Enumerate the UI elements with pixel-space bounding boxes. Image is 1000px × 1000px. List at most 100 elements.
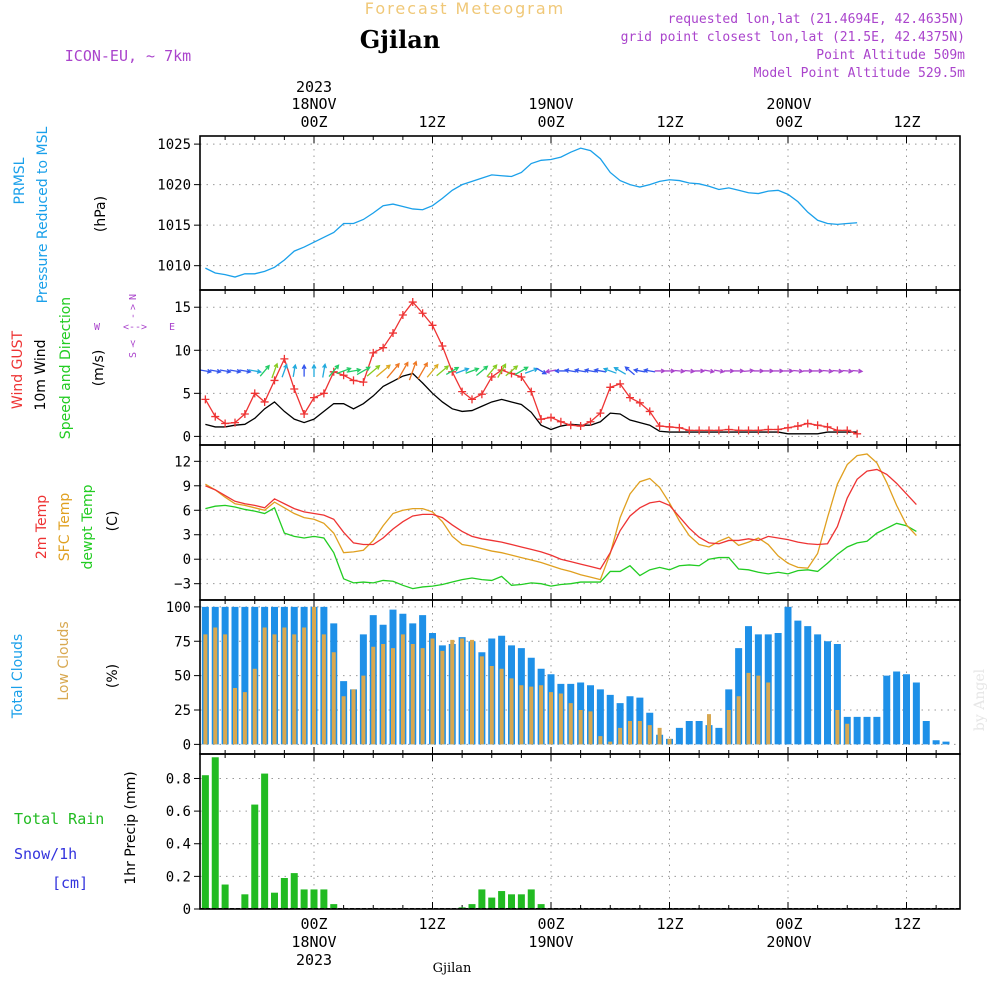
wind-direction-arrow [783, 368, 795, 374]
rain-bar [241, 894, 249, 909]
top-tick-12z-18: 12Z [418, 113, 445, 131]
wind-direction-arrow [486, 364, 498, 378]
wind-gust-marker [339, 371, 348, 380]
wind-direction-arrow [292, 363, 298, 377]
wind-direction-arrow [694, 368, 706, 374]
wind-gust-marker [349, 376, 358, 385]
wind-gust-marker [477, 390, 486, 399]
wind-direction-arrow [613, 367, 627, 375]
precipitation-frame [199, 753, 961, 910]
wind-gust-marker [635, 398, 644, 407]
wind-gust-marker [724, 425, 733, 434]
rain-bar [271, 892, 278, 909]
wind-direction-arrow [704, 368, 716, 374]
wind-speed-line [205, 372, 858, 435]
rain-bar [261, 773, 269, 909]
wind-gust-marker [379, 343, 388, 352]
low-clouds-bar [213, 627, 218, 745]
clouds-panel: 0 25 50 75 100 [166, 599, 961, 755]
total-clouds-bar [606, 694, 614, 745]
wind-gust-marker [290, 385, 299, 394]
wind-gust-marker [389, 329, 397, 338]
wind-direction-arrow [832, 368, 844, 374]
sfc-temp-label: SFC Temp [57, 493, 73, 562]
pressure-panel: 1010 1015 1020 1025 [157, 135, 961, 291]
low-clouds-bar [588, 711, 593, 745]
low-clouds-bar [351, 689, 356, 745]
top-tick-00z-18: 00Z [300, 113, 327, 131]
total-clouds-bar [804, 626, 812, 745]
rain-bar [330, 904, 338, 909]
pressure-unit: (hPa) [93, 196, 109, 232]
wind-gust-marker [784, 423, 792, 432]
footer-location: Gjilan [433, 961, 472, 976]
total-clouds-bar [932, 740, 940, 745]
low-clouds-bar [549, 692, 553, 745]
bottom-tick-12z-19: 12Z [656, 915, 683, 933]
bottom-date-18nov: 18NOV [291, 933, 336, 951]
precipitation-ytick-label-4: 0.8 [166, 771, 191, 787]
wind-direction-arrow [375, 364, 391, 378]
clouds-ytick-label-2: 50 [174, 669, 191, 685]
wind-direction-arrow [200, 368, 213, 374]
wind-direction-arrow [475, 365, 489, 377]
total-clouds-bar [626, 696, 634, 745]
wind-gust-marker [626, 393, 634, 402]
wind-gust-marker [596, 409, 605, 418]
precip-ylabel: 1hr Precip (mm) [123, 771, 139, 884]
wind-direction-arrow [563, 368, 577, 373]
wind-direction-arrow [684, 368, 696, 374]
low-clouds-bar [628, 721, 632, 745]
temp-unit: (C) [105, 511, 121, 532]
wind-direction-arrow [664, 368, 676, 374]
wind-gust-marker [547, 413, 555, 422]
compass-horizontal-arrows: <--> [123, 322, 147, 333]
compass-south-label: S [128, 352, 139, 358]
wind-direction-arrow [514, 366, 529, 376]
wind-gust-marker [408, 298, 417, 307]
wind-direction-arrow [842, 368, 854, 374]
wind-gust-marker [705, 426, 713, 435]
total-clouds-bar [853, 716, 861, 745]
wind-gust-marker [231, 418, 239, 427]
wind-direction-arrow [743, 368, 755, 374]
wind-gust-marker [754, 426, 763, 435]
wind-gust-marker [774, 425, 783, 434]
pressure-label-short: PRMSL [12, 157, 28, 204]
snow-label: Snow/1h [14, 845, 77, 863]
temperature-panel: −3 0 3 6 9 12 [174, 444, 961, 601]
compass-north-dash: - [128, 313, 139, 319]
pressure-label-long: Pressure Reduced to MSL [35, 126, 51, 303]
wind-gust-marker [566, 421, 575, 430]
wind-ytick-label-1: 5 [183, 386, 191, 402]
wind-direction-arrow [763, 368, 775, 374]
wind-gust-marker [675, 423, 684, 432]
wind-direction-arrow [497, 363, 507, 378]
wind-gust-marker [714, 426, 723, 435]
bottom-year-label: 2023 [296, 951, 332, 969]
low-clouds-bar [203, 634, 208, 745]
low-clouds-bar [371, 646, 376, 745]
wind-direction-arrow [322, 363, 327, 378]
clouds-ytick-label-1: 25 [174, 703, 191, 719]
wind-data [200, 298, 864, 438]
wind-direction-arrow [812, 368, 824, 374]
low-clouds-bar [529, 686, 534, 745]
top-tick-00z-19: 00Z [537, 113, 564, 131]
model-altitude: Model Point Altitude 529.5m [754, 66, 965, 81]
total-clouds-bar [241, 606, 249, 745]
wind-gust-marker [556, 417, 565, 426]
wind-direction-arrow [229, 368, 242, 374]
low-clouds-bar [499, 668, 504, 745]
wind-gust-marker [793, 422, 802, 431]
temperature-data [205, 453, 917, 590]
wind-direction-arrow [822, 368, 834, 374]
total-clouds-bar [863, 716, 871, 745]
clouds-data [201, 606, 950, 745]
rain-bar [310, 889, 318, 909]
low-clouds-bar [282, 627, 287, 745]
wind-gust-marker [843, 426, 852, 435]
low-clouds-bar [568, 703, 573, 745]
precipitation-data [201, 757, 545, 909]
total-clouds-bar [685, 721, 693, 745]
